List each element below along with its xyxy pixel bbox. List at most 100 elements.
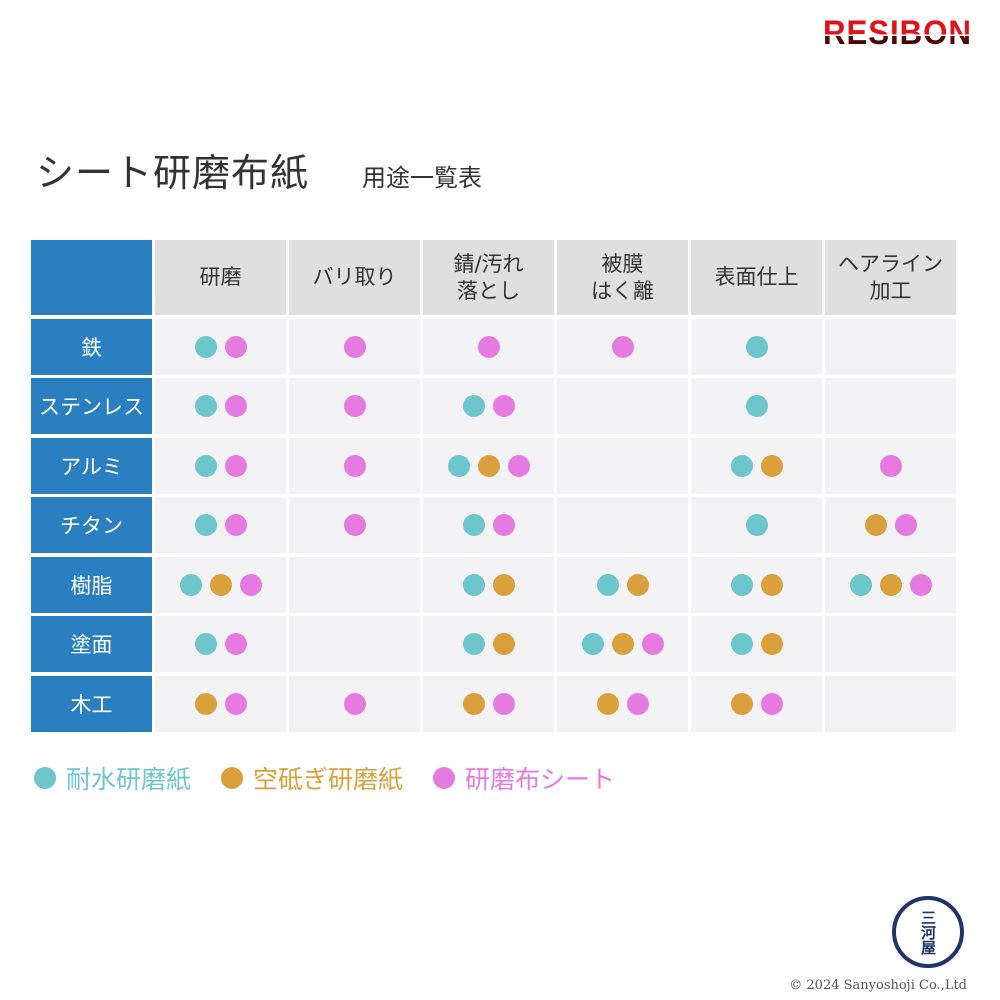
pink-dot [224,633,247,655]
table-cell [557,318,688,375]
legend-label: 空砥ぎ研磨紙 [253,765,404,794]
table-cell [691,378,822,434]
page-subtitle: 用途一覧表 [362,164,482,192]
table-cell [155,497,286,553]
row-header: 塗面 [31,616,152,672]
table-cell [691,318,822,375]
orange-dot [611,633,634,655]
table-cell [289,437,420,494]
teal-dot [194,454,217,477]
table-cell [423,675,554,732]
table-cell [289,497,420,553]
pink-dot [477,335,500,358]
teal-dot [194,395,217,417]
row-header: アルミ [31,437,152,494]
table-cell [155,616,286,672]
orange-dot [730,692,753,715]
table-cell [557,616,688,672]
pink-dot [909,573,932,596]
teal-dot [730,454,753,477]
teal-dot [745,514,768,536]
teal-dot [194,514,217,536]
table-cell [557,437,688,494]
table-cell [155,378,286,434]
orange-dot [864,514,887,536]
table-cell [289,318,420,375]
orange-dot [879,573,902,596]
pink-dot [224,692,247,715]
table-cell [825,616,956,672]
teal-dot [849,573,872,596]
table-cell [825,378,956,434]
table-cell [557,675,688,732]
teal-dot [581,633,604,655]
orange-dot [760,454,783,477]
page-title: シート研磨布紙 [36,151,310,195]
teal-dot [745,395,768,417]
table-corner [31,240,152,315]
pink-dot [626,692,649,715]
teal-dot [462,573,485,596]
table-cell [557,378,688,434]
column-header: 錆/汚れ 落とし [423,240,554,315]
table-cell [825,675,956,732]
orange-dot [492,633,515,655]
legend-label: 耐水研磨紙 [66,765,192,794]
orange-dot [760,573,783,596]
usage-table: 研磨 バリ取り 錆/汚れ 落とし 被膜 はく離 表面仕上 ヘアライン 加工鉄ステンレス アル… [31,240,956,732]
table-cell [423,318,554,375]
legend: 耐水研磨紙 空砥ぎ研磨紙 研磨布シート [34,760,615,796]
table-cell [557,497,688,553]
table-cell [423,378,554,434]
orange-dot [760,633,783,655]
table-cell [423,437,554,494]
pink-dot [611,335,634,358]
teal-dot [179,573,202,596]
column-header: 被膜 はく離 [557,240,688,315]
orange-dot [209,573,232,596]
table-cell [423,556,554,613]
orange-dot [626,573,649,596]
row-header: 木工 [31,675,152,732]
pink-dot [343,692,366,715]
teal-dot [730,573,753,596]
orange-dot [477,454,500,477]
mikawaya-seal-logo: 三河屋 [892,896,964,968]
pink-dot [492,514,515,536]
pink-dot [343,454,366,477]
table-cell [155,675,286,732]
table-cell [691,437,822,494]
orange-dot [492,573,515,596]
pink-dot [224,454,247,477]
teal-dot [462,514,485,536]
legend-item: 耐水研磨紙 [34,760,191,796]
table-cell [691,616,822,672]
table-cell [155,437,286,494]
legend-item: 研磨布シート [433,760,615,796]
orange-legend-dot [221,767,244,789]
table-cell [825,556,956,613]
column-header: 表面仕上 [691,240,822,315]
pink-dot [343,395,366,417]
column-header: ヘアライン 加工 [825,240,956,315]
orange-dot [596,692,619,715]
table-cell [155,556,286,613]
table-cell [289,556,420,613]
teal-dot [194,335,217,358]
orange-dot [462,692,485,715]
pink-dot [894,514,917,536]
table-cell [289,378,420,434]
table-cell [825,437,956,494]
pink-dot [224,395,247,417]
legend-item: 空砥ぎ研磨紙 [221,760,403,796]
teal-dot [730,633,753,655]
column-header: バリ取り [289,240,420,315]
pink-dot [239,573,262,596]
pink-dot [492,692,515,715]
pink-legend-dot [433,767,456,789]
row-header: ステンレス [31,378,152,434]
table-cell [557,556,688,613]
teal-dot [462,395,485,417]
table-cell [289,675,420,732]
table-cell [423,616,554,672]
